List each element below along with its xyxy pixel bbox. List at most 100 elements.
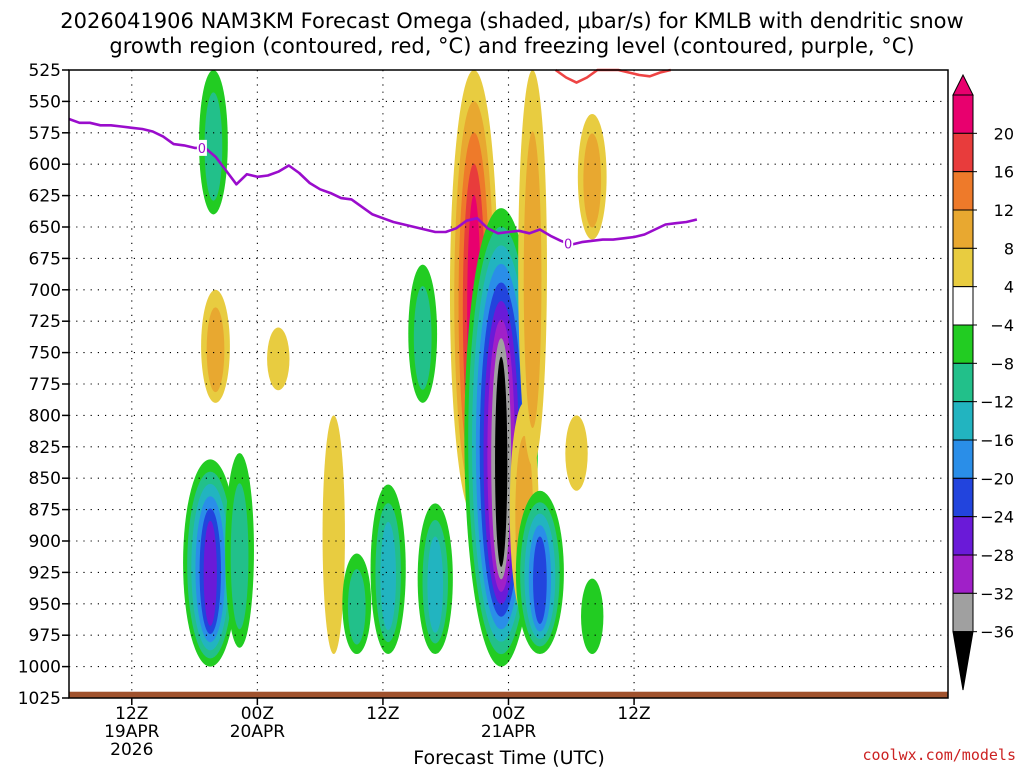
chart-title-line2: growth region (contoured, red, °C) and f… bbox=[109, 34, 914, 58]
omega-level--36 bbox=[495, 356, 508, 567]
y-tick-label-525: 525 bbox=[29, 61, 61, 81]
watermark: coolwx.com/models bbox=[862, 746, 1016, 764]
omega-level--4 bbox=[581, 578, 604, 655]
y-tick-label-900: 900 bbox=[29, 532, 61, 552]
y-tick-label-625: 625 bbox=[29, 187, 61, 207]
ground bbox=[69, 691, 948, 698]
y-tick-label-675: 675 bbox=[29, 249, 61, 269]
colorbar-label: −28 bbox=[980, 546, 1014, 565]
freezing-level-line bbox=[68, 117, 698, 246]
plot-area: 00 bbox=[68, 68, 949, 699]
omega-feature-5 bbox=[322, 415, 345, 655]
colorbar-box-11 bbox=[952, 516, 974, 556]
freezing-label-bg bbox=[196, 139, 207, 156]
y-tick-label-575: 575 bbox=[29, 124, 61, 144]
omega-level--8 bbox=[204, 92, 223, 201]
y-tick-label-1000: 1000 bbox=[18, 658, 61, 678]
colorbar-label: −12 bbox=[980, 393, 1014, 412]
y-tick-label-825: 825 bbox=[29, 438, 61, 458]
omega-level-4 bbox=[267, 327, 290, 391]
y-tick-label-875: 875 bbox=[29, 501, 61, 521]
colorbar-label: −4 bbox=[990, 316, 1014, 335]
omega-feature-15 bbox=[577, 113, 607, 240]
contours: 00 bbox=[68, 68, 698, 252]
omega-level-8 bbox=[583, 133, 602, 228]
colorbar-label: −20 bbox=[980, 469, 1014, 488]
omega-level--8 bbox=[413, 286, 432, 390]
omega-feature-13 bbox=[518, 70, 547, 466]
x-tick-label-6-2: 2026 bbox=[110, 740, 153, 760]
colorbar: 20 16 12 8 4 −4 −8 −12 −16 −20 −24 −28 −32 −36 bbox=[952, 73, 1014, 691]
y-tick-label-800: 800 bbox=[29, 406, 61, 426]
chart-title-line1: 2026041906 NAM3KM Forecast Omega (shaded… bbox=[60, 9, 963, 33]
colorbar-label: 8 bbox=[1004, 239, 1014, 258]
colorbar-box-4 bbox=[952, 247, 974, 288]
colorbar-box-6 bbox=[952, 324, 974, 364]
x-tick-label-6-0: 12Z bbox=[115, 704, 148, 724]
omega-feature-6 bbox=[342, 553, 372, 655]
colorbar-top-arrow bbox=[952, 73, 974, 96]
y-tick-label-925: 925 bbox=[29, 563, 61, 583]
omega-feature-16 bbox=[565, 415, 588, 491]
omega-level--8 bbox=[230, 483, 249, 630]
x-tick-label-42-1: 21APR bbox=[481, 722, 537, 742]
y-tick-label-550: 550 bbox=[29, 92, 61, 112]
x-axis-title: Forecast Time (UTC) bbox=[413, 747, 604, 768]
colorbar-label: −24 bbox=[980, 508, 1014, 527]
omega-level--12 bbox=[380, 521, 396, 631]
omega-level--12 bbox=[427, 536, 444, 633]
omega-level--24 bbox=[203, 520, 217, 626]
freezing-label-bg bbox=[563, 235, 574, 252]
omega-feature-0 bbox=[183, 459, 238, 667]
colorbar-label: −32 bbox=[980, 584, 1014, 603]
omega-feature-4 bbox=[267, 327, 290, 391]
colorbar-label: −8 bbox=[990, 354, 1014, 373]
colorbar-box-0 bbox=[952, 94, 974, 134]
y-tick-label-975: 975 bbox=[29, 626, 61, 646]
colorbar-bottom-arrow bbox=[952, 631, 974, 691]
colorbar-box-1 bbox=[952, 132, 974, 173]
omega-feature-1 bbox=[225, 453, 254, 648]
x-tick-label-18-1: 20APR bbox=[230, 722, 286, 742]
colorbar-box-7 bbox=[952, 362, 974, 403]
freezing-level-label: 0 bbox=[198, 142, 206, 157]
colorbar-box-5 bbox=[952, 286, 974, 326]
colorbar-box-9 bbox=[952, 439, 974, 479]
omega-level-8 bbox=[523, 131, 542, 429]
y-tick-label-950: 950 bbox=[29, 595, 61, 615]
x-tick-label-30-0: 12Z bbox=[366, 704, 399, 724]
ground-fill bbox=[69, 691, 948, 698]
x-tick-label-54-0: 12Z bbox=[617, 704, 650, 724]
omega-feature-2 bbox=[199, 70, 228, 215]
y-tick-label-600: 600 bbox=[29, 155, 61, 175]
colorbar-box-10 bbox=[952, 477, 974, 518]
colorbar-box-13 bbox=[952, 592, 974, 633]
colorbar-label: −36 bbox=[980, 623, 1014, 642]
colorbar-box-2 bbox=[952, 171, 974, 211]
colorbar-box-3 bbox=[952, 209, 974, 249]
omega-feature-7 bbox=[370, 484, 406, 655]
omega-level-8 bbox=[206, 307, 225, 393]
omega-feature-8 bbox=[408, 264, 438, 403]
omega-feature-3 bbox=[201, 289, 230, 403]
omega-level-4 bbox=[322, 415, 345, 655]
colorbar-label: 16 bbox=[994, 163, 1014, 182]
omega-level--8 bbox=[347, 569, 366, 645]
colorbar-label: −16 bbox=[980, 431, 1014, 450]
y-tick-label-650: 650 bbox=[29, 218, 61, 238]
y-tick-label-725: 725 bbox=[29, 312, 61, 332]
colorbar-box-8 bbox=[952, 401, 974, 441]
colorbar-label: 12 bbox=[994, 201, 1014, 220]
omega-level-4 bbox=[565, 415, 588, 491]
x-tick-label-42-0: 00Z bbox=[492, 704, 525, 724]
freezing-level-label: 0 bbox=[564, 237, 572, 252]
x-tick-label-6-1: 19APR bbox=[104, 722, 160, 742]
y-tick-label-775: 775 bbox=[29, 375, 61, 395]
y-tick-label-1025: 1025 bbox=[18, 689, 61, 709]
omega-level--20 bbox=[533, 536, 547, 624]
colorbar-label: 4 bbox=[1004, 278, 1014, 297]
y-tick-label-750: 750 bbox=[29, 344, 61, 364]
y-axis: 525 550 575 600 625 650 675 700 725 750 775 800 825 8… bbox=[18, 61, 69, 709]
